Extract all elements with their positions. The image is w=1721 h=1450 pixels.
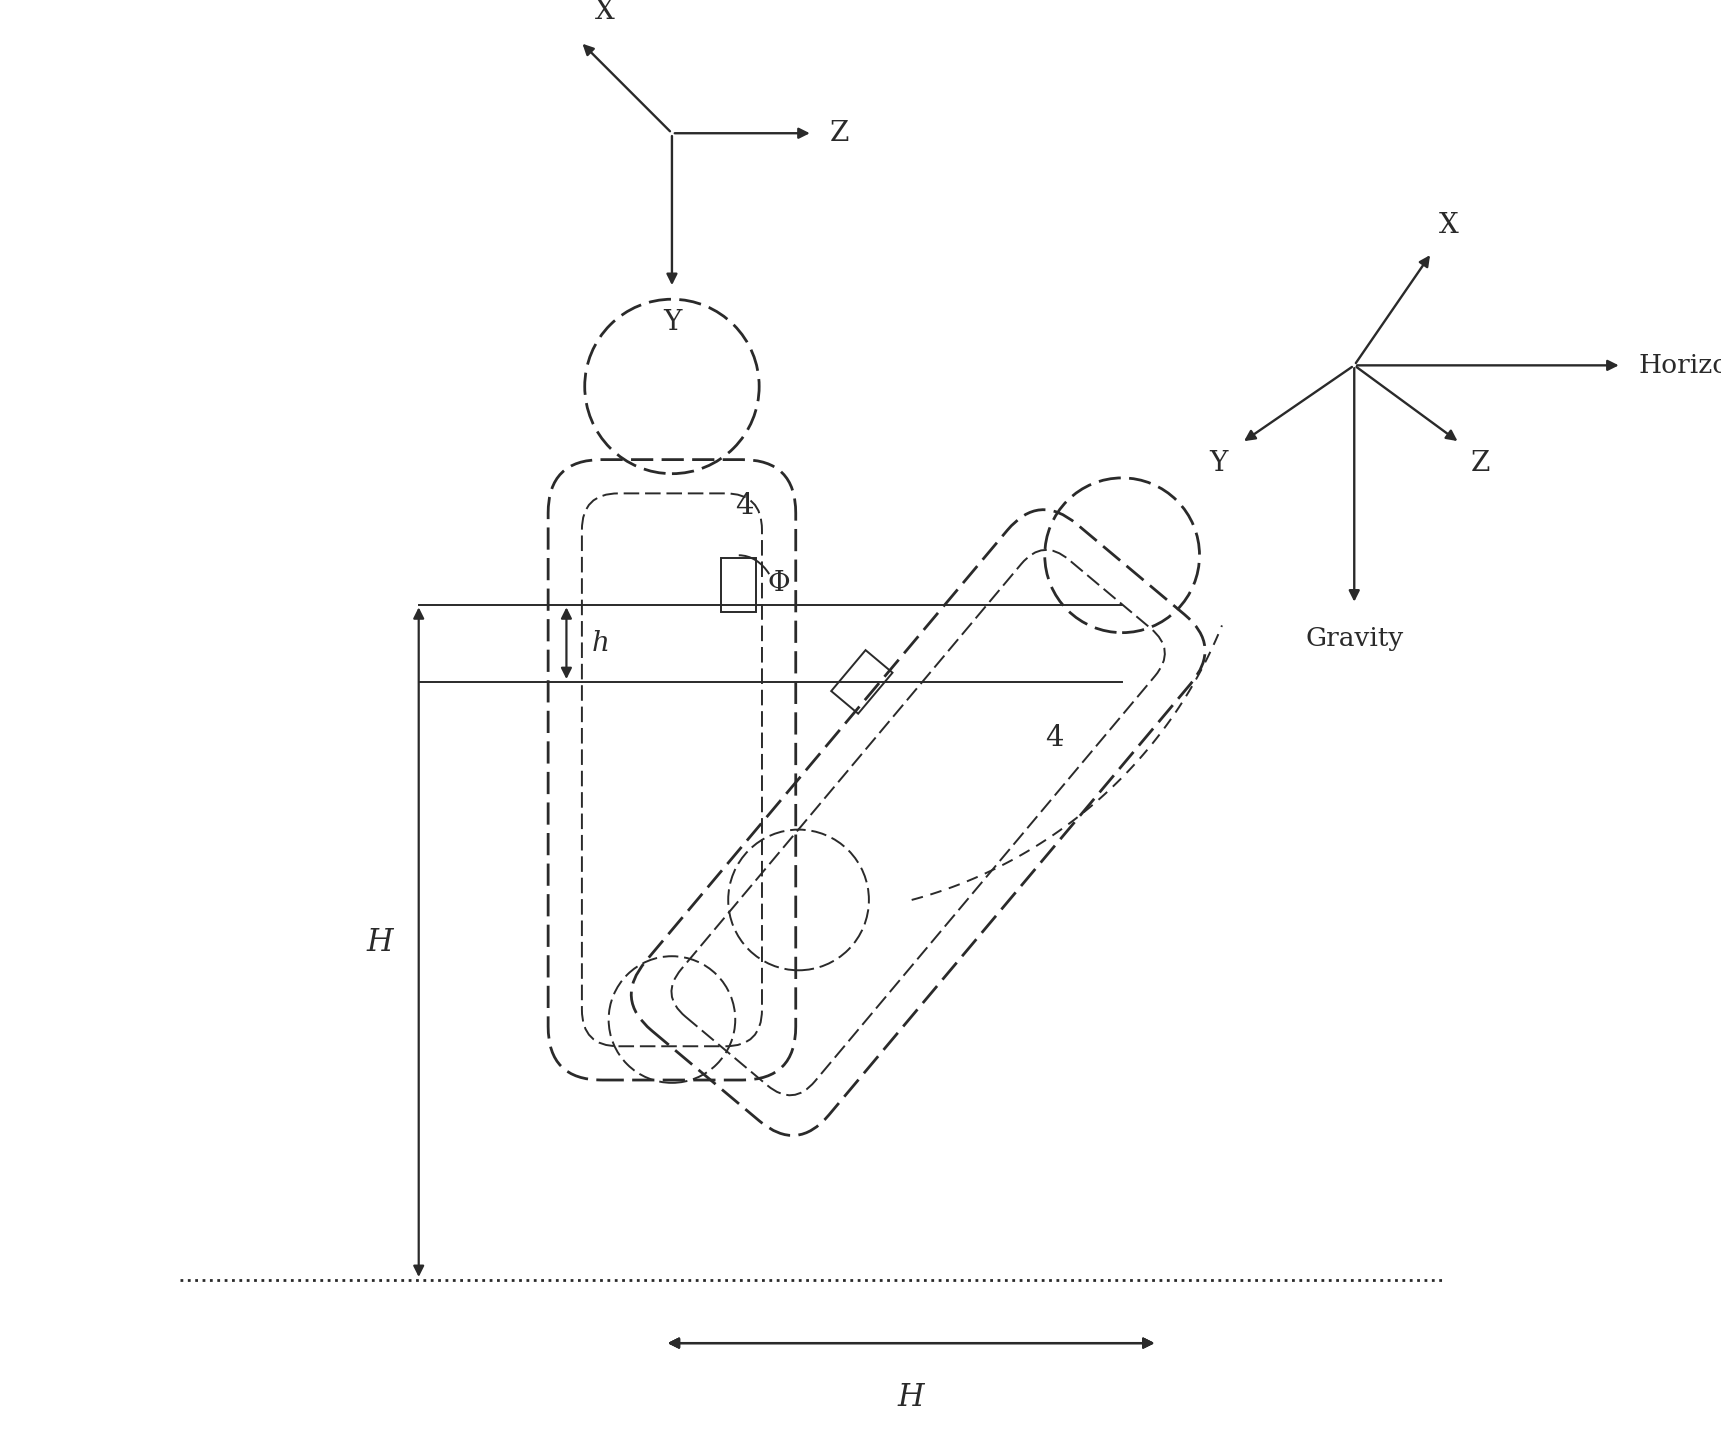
Bar — [831, 650, 893, 713]
Text: H: H — [367, 927, 392, 957]
Text: Horizon: Horizon — [1638, 352, 1721, 378]
Text: Y: Y — [1210, 450, 1227, 477]
Text: Z: Z — [830, 120, 848, 146]
Text: h: h — [592, 629, 609, 657]
Text: X: X — [1439, 212, 1458, 239]
Text: Gravity: Gravity — [1305, 625, 1403, 651]
Text: Φ: Φ — [768, 570, 790, 597]
Text: 4: 4 — [1045, 724, 1064, 753]
Text: Z: Z — [1471, 450, 1490, 477]
Text: Y: Y — [663, 309, 682, 336]
Bar — [721, 558, 756, 612]
Text: X: X — [594, 0, 614, 25]
Text: 4: 4 — [735, 492, 754, 521]
Text: H: H — [898, 1382, 924, 1414]
